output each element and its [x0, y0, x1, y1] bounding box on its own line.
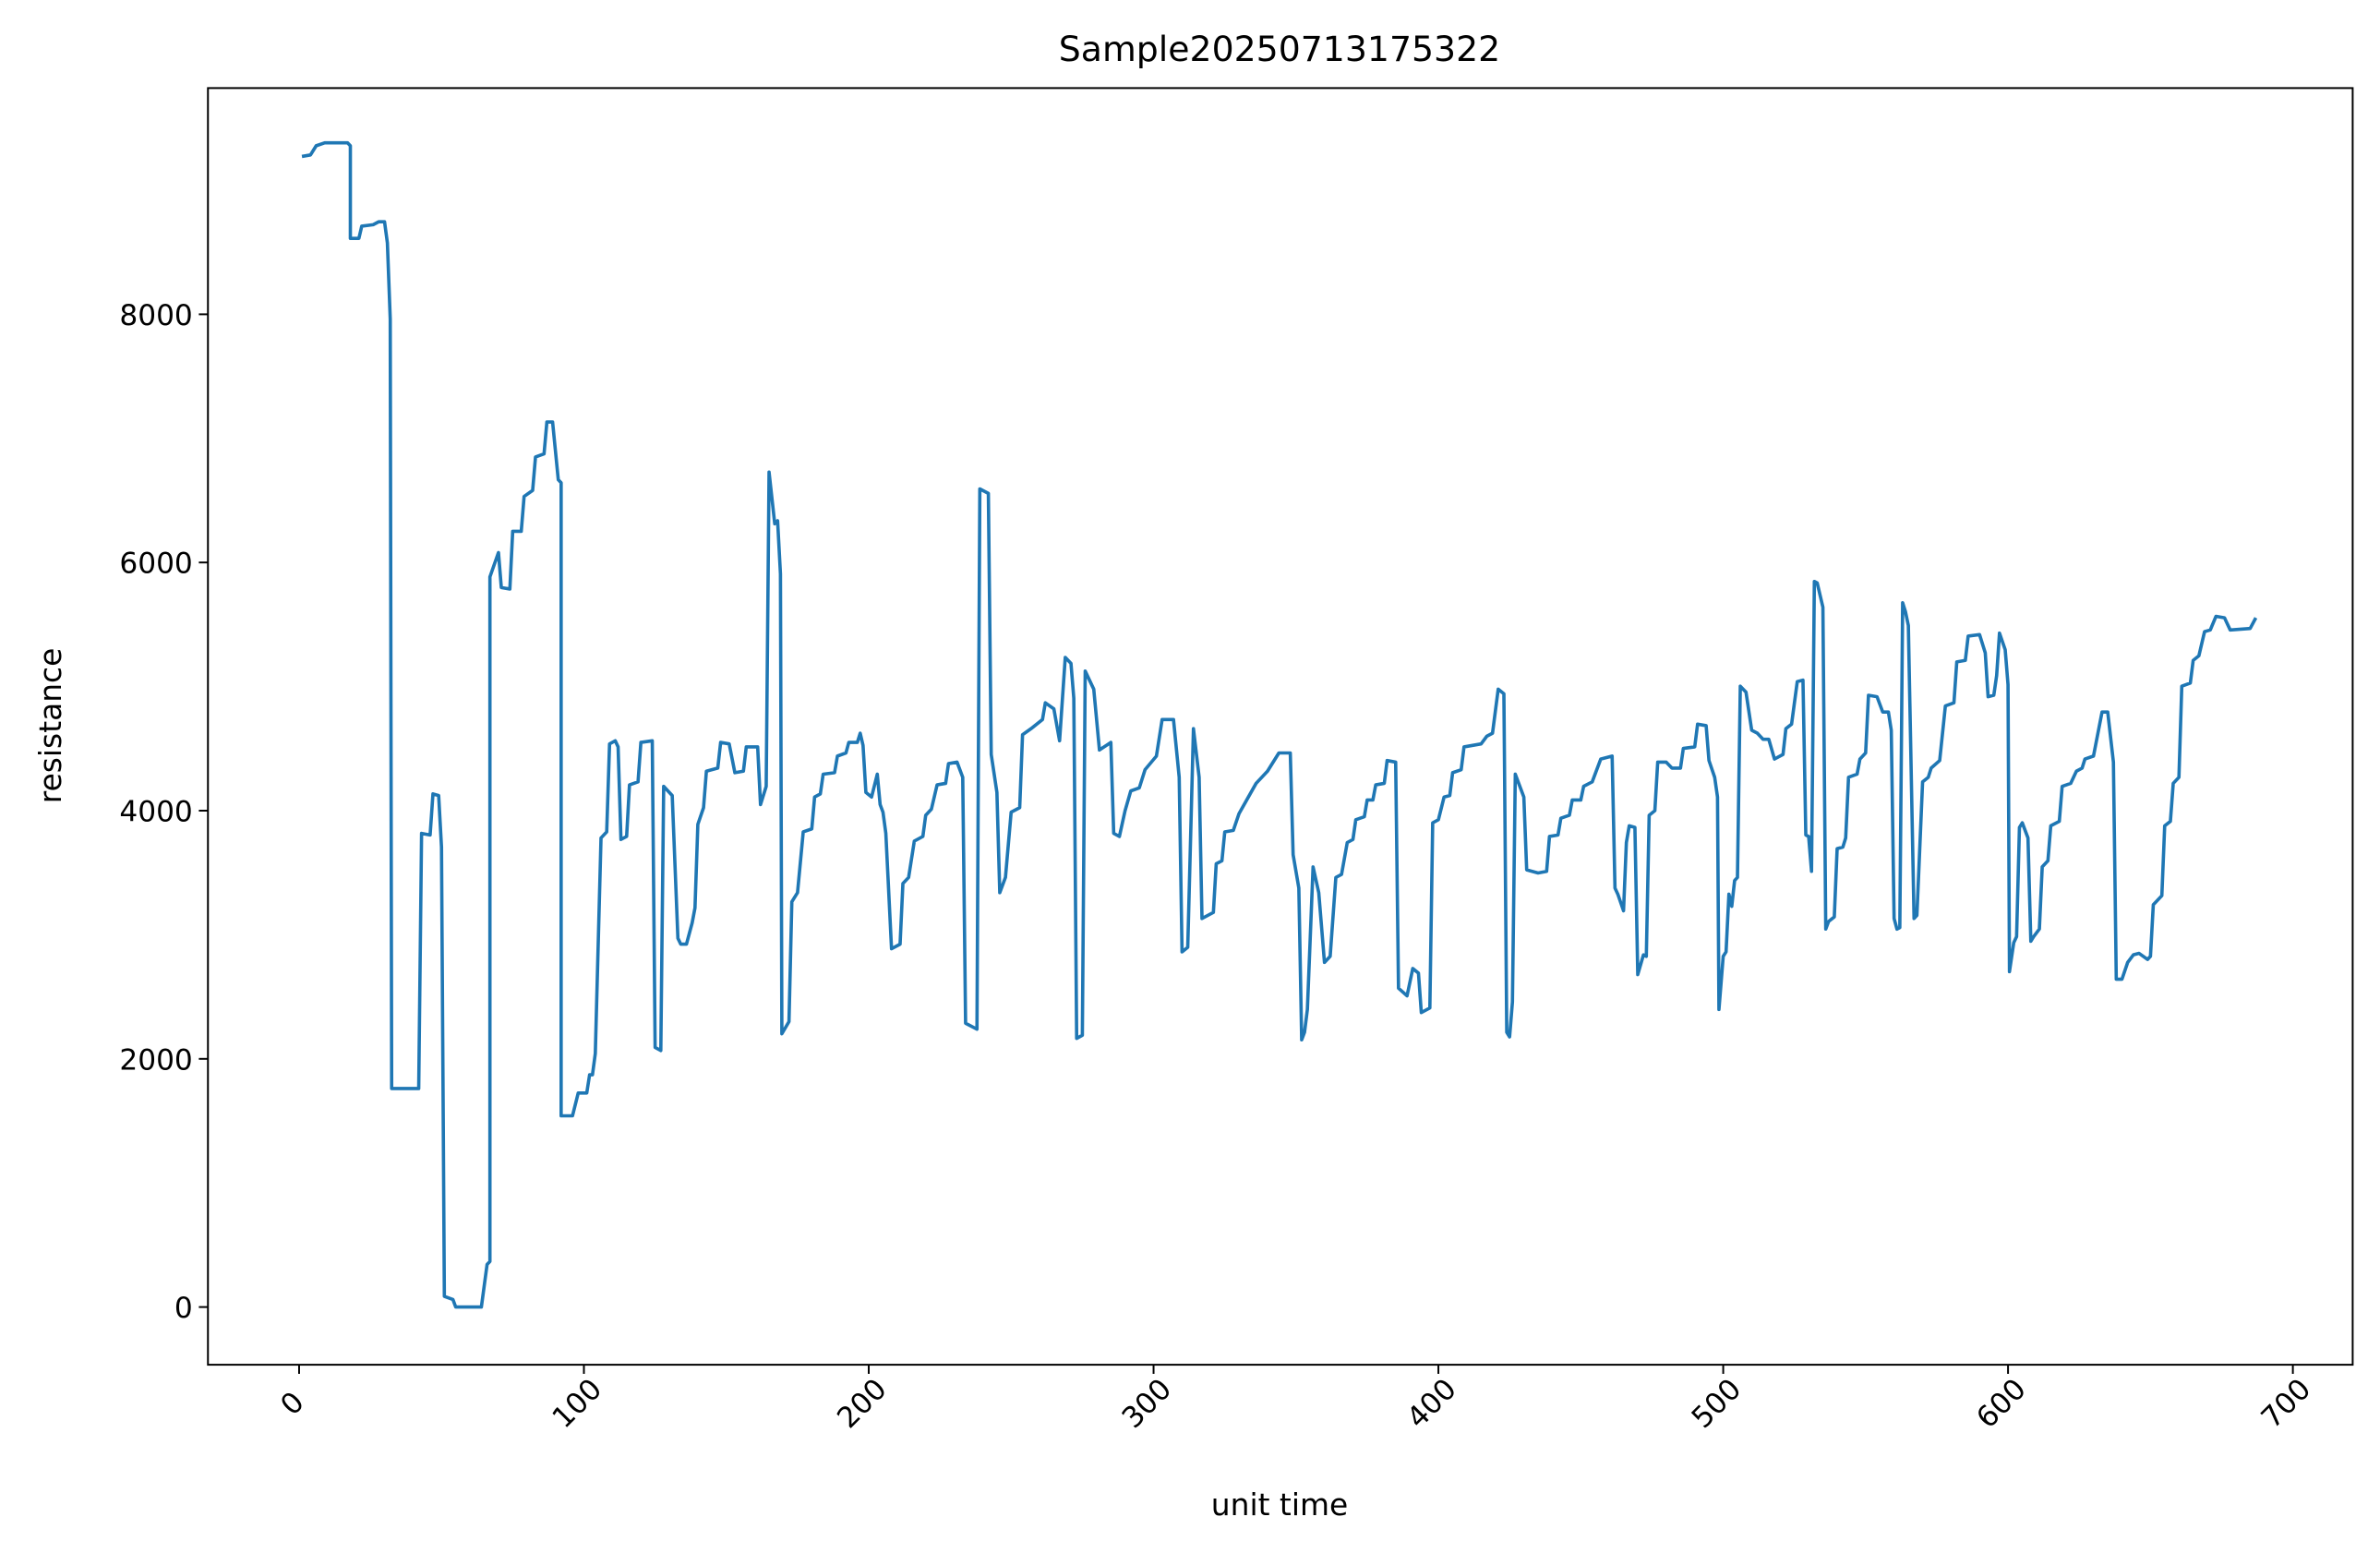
chart-title: Sample20250713175322	[1059, 29, 1500, 69]
y-tick-label: 6000	[119, 548, 192, 581]
data-line	[301, 140, 2258, 1309]
y-tick-label: 4000	[119, 796, 192, 829]
y-tick-label: 0	[174, 1292, 193, 1325]
x-axis-label: unit time	[1211, 1487, 1348, 1523]
plot-frame	[207, 87, 2354, 1366]
y-tick-label: 2000	[119, 1043, 192, 1077]
y-tick-label: 8000	[119, 299, 192, 332]
y-axis-label: resistance	[32, 648, 68, 804]
